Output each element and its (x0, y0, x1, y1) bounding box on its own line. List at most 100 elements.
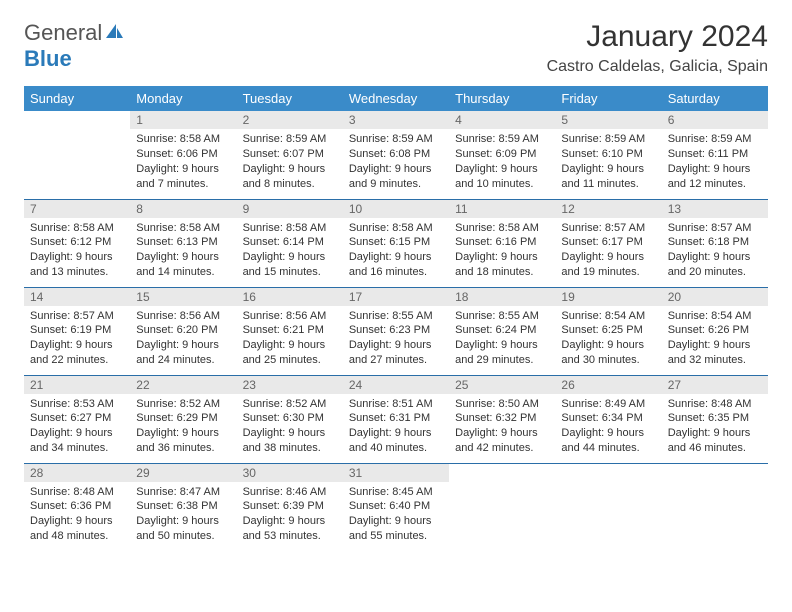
sunrise-text: Sunrise: 8:55 AM (349, 309, 443, 324)
daylight-text-1: Daylight: 9 hours (561, 250, 655, 265)
day-content: Sunrise: 8:58 AMSunset: 6:13 PMDaylight:… (130, 218, 236, 284)
sunrise-text: Sunrise: 8:50 AM (455, 397, 549, 412)
sunrise-text: Sunrise: 8:54 AM (668, 309, 762, 324)
day-content: Sunrise: 8:50 AMSunset: 6:32 PMDaylight:… (449, 394, 555, 460)
sunset-text: Sunset: 6:07 PM (243, 147, 337, 162)
daylight-text-2: and 25 minutes. (243, 353, 337, 368)
sunset-text: Sunset: 6:32 PM (455, 411, 549, 426)
daylight-text-2: and 44 minutes. (561, 441, 655, 456)
sunrise-text: Sunrise: 8:57 AM (561, 221, 655, 236)
day-number: 8 (130, 200, 236, 218)
sunset-text: Sunset: 6:14 PM (243, 235, 337, 250)
daylight-text-2: and 40 minutes. (349, 441, 443, 456)
sunrise-text: Sunrise: 8:55 AM (455, 309, 549, 324)
calendar-cell: 11Sunrise: 8:58 AMSunset: 6:16 PMDayligh… (449, 199, 555, 287)
sunset-text: Sunset: 6:21 PM (243, 323, 337, 338)
calendar-cell: 19Sunrise: 8:54 AMSunset: 6:25 PMDayligh… (555, 287, 661, 375)
daylight-text-2: and 34 minutes. (30, 441, 124, 456)
calendar-cell: 12Sunrise: 8:57 AMSunset: 6:17 PMDayligh… (555, 199, 661, 287)
calendar-row: 14Sunrise: 8:57 AMSunset: 6:19 PMDayligh… (24, 287, 768, 375)
calendar-cell: 15Sunrise: 8:56 AMSunset: 6:20 PMDayligh… (130, 287, 236, 375)
sunset-text: Sunset: 6:20 PM (136, 323, 230, 338)
daylight-text-1: Daylight: 9 hours (455, 250, 549, 265)
day-number: 4 (449, 111, 555, 129)
daylight-text-1: Daylight: 9 hours (136, 426, 230, 441)
day-number: 13 (662, 200, 768, 218)
day-content: Sunrise: 8:58 AMSunset: 6:14 PMDaylight:… (237, 218, 343, 284)
calendar-cell: 25Sunrise: 8:50 AMSunset: 6:32 PMDayligh… (449, 375, 555, 463)
day-content: Sunrise: 8:58 AMSunset: 6:06 PMDaylight:… (130, 129, 236, 195)
day-number: 1 (130, 111, 236, 129)
day-content: Sunrise: 8:59 AMSunset: 6:09 PMDaylight:… (449, 129, 555, 195)
sunset-text: Sunset: 6:31 PM (349, 411, 443, 426)
daylight-text-1: Daylight: 9 hours (243, 250, 337, 265)
daylight-text-1: Daylight: 9 hours (243, 514, 337, 529)
day-number: 22 (130, 376, 236, 394)
day-content: Sunrise: 8:48 AMSunset: 6:36 PMDaylight:… (24, 482, 130, 548)
calendar-cell (24, 111, 130, 199)
daylight-text-1: Daylight: 9 hours (349, 162, 443, 177)
header: GeneralBlue January 2024 Castro Caldelas… (24, 20, 768, 76)
day-number: 14 (24, 288, 130, 306)
calendar-cell: 27Sunrise: 8:48 AMSunset: 6:35 PMDayligh… (662, 375, 768, 463)
calendar-cell: 7Sunrise: 8:58 AMSunset: 6:12 PMDaylight… (24, 199, 130, 287)
daylight-text-1: Daylight: 9 hours (30, 426, 124, 441)
day-number: 24 (343, 376, 449, 394)
calendar-cell: 14Sunrise: 8:57 AMSunset: 6:19 PMDayligh… (24, 287, 130, 375)
sunrise-text: Sunrise: 8:49 AM (561, 397, 655, 412)
calendar-cell: 31Sunrise: 8:45 AMSunset: 6:40 PMDayligh… (343, 463, 449, 551)
day-content: Sunrise: 8:46 AMSunset: 6:39 PMDaylight:… (237, 482, 343, 548)
sunrise-text: Sunrise: 8:58 AM (349, 221, 443, 236)
day-number: 29 (130, 464, 236, 482)
day-content: Sunrise: 8:45 AMSunset: 6:40 PMDaylight:… (343, 482, 449, 548)
day-number: 3 (343, 111, 449, 129)
daylight-text-2: and 42 minutes. (455, 441, 549, 456)
sunset-text: Sunset: 6:15 PM (349, 235, 443, 250)
sunset-text: Sunset: 6:13 PM (136, 235, 230, 250)
col-saturday: Saturday (662, 86, 768, 111)
daylight-text-1: Daylight: 9 hours (561, 426, 655, 441)
day-content: Sunrise: 8:57 AMSunset: 6:17 PMDaylight:… (555, 218, 661, 284)
sunset-text: Sunset: 6:24 PM (455, 323, 549, 338)
sunrise-text: Sunrise: 8:59 AM (349, 132, 443, 147)
sunset-text: Sunset: 6:27 PM (30, 411, 124, 426)
daylight-text-2: and 11 minutes. (561, 177, 655, 192)
daylight-text-1: Daylight: 9 hours (668, 426, 762, 441)
logo: GeneralBlue (24, 20, 124, 72)
day-content: Sunrise: 8:48 AMSunset: 6:35 PMDaylight:… (662, 394, 768, 460)
day-number: 21 (24, 376, 130, 394)
calendar-row: 21Sunrise: 8:53 AMSunset: 6:27 PMDayligh… (24, 375, 768, 463)
sunset-text: Sunset: 6:25 PM (561, 323, 655, 338)
calendar-cell: 30Sunrise: 8:46 AMSunset: 6:39 PMDayligh… (237, 463, 343, 551)
logo-text: GeneralBlue (24, 20, 124, 72)
daylight-text-1: Daylight: 9 hours (349, 426, 443, 441)
calendar-cell: 4Sunrise: 8:59 AMSunset: 6:09 PMDaylight… (449, 111, 555, 199)
daylight-text-1: Daylight: 9 hours (30, 250, 124, 265)
day-number: 10 (343, 200, 449, 218)
calendar-cell: 28Sunrise: 8:48 AMSunset: 6:36 PMDayligh… (24, 463, 130, 551)
calendar-cell: 10Sunrise: 8:58 AMSunset: 6:15 PMDayligh… (343, 199, 449, 287)
daylight-text-1: Daylight: 9 hours (561, 162, 655, 177)
sunrise-text: Sunrise: 8:54 AM (561, 309, 655, 324)
sunrise-text: Sunrise: 8:58 AM (455, 221, 549, 236)
day-number: 30 (237, 464, 343, 482)
daylight-text-2: and 22 minutes. (30, 353, 124, 368)
col-wednesday: Wednesday (343, 86, 449, 111)
daylight-text-1: Daylight: 9 hours (136, 250, 230, 265)
calendar-cell: 13Sunrise: 8:57 AMSunset: 6:18 PMDayligh… (662, 199, 768, 287)
day-content: Sunrise: 8:59 AMSunset: 6:07 PMDaylight:… (237, 129, 343, 195)
day-content: Sunrise: 8:57 AMSunset: 6:18 PMDaylight:… (662, 218, 768, 284)
sunrise-text: Sunrise: 8:45 AM (349, 485, 443, 500)
daylight-text-2: and 24 minutes. (136, 353, 230, 368)
daylight-text-2: and 36 minutes. (136, 441, 230, 456)
day-number: 18 (449, 288, 555, 306)
sunrise-text: Sunrise: 8:46 AM (243, 485, 337, 500)
daylight-text-2: and 16 minutes. (349, 265, 443, 280)
daylight-text-1: Daylight: 9 hours (30, 338, 124, 353)
daylight-text-1: Daylight: 9 hours (668, 250, 762, 265)
daylight-text-1: Daylight: 9 hours (349, 338, 443, 353)
daylight-text-1: Daylight: 9 hours (136, 514, 230, 529)
sail-icon (104, 20, 124, 46)
calendar-cell: 20Sunrise: 8:54 AMSunset: 6:26 PMDayligh… (662, 287, 768, 375)
daylight-text-2: and 32 minutes. (668, 353, 762, 368)
